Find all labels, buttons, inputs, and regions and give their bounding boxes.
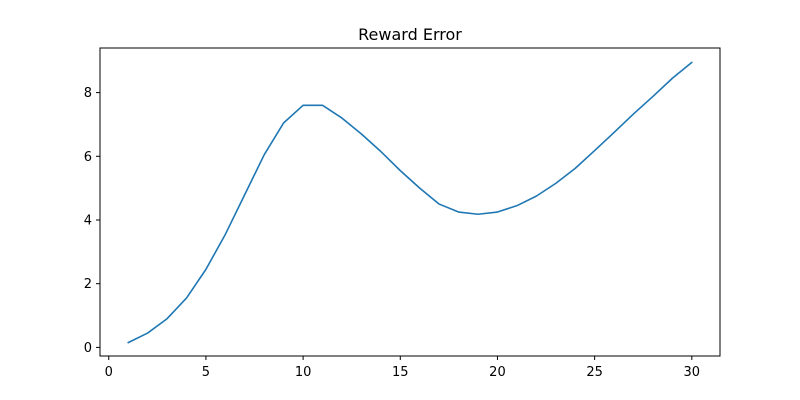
- x-axis-ticks: 0 5 10 15 20 25 30: [105, 356, 700, 380]
- x-tick-label: 15: [392, 365, 409, 380]
- y-tick-label: 2: [84, 277, 92, 292]
- y-axis-ticks: 0 2 4 6 8: [84, 86, 100, 356]
- y-tick-label: 4: [84, 213, 92, 228]
- x-tick-label: 0: [105, 365, 113, 380]
- y-tick-label: 8: [84, 86, 92, 101]
- x-tick-label: 5: [202, 365, 210, 380]
- axes-frame: [99, 47, 721, 357]
- y-tick-label: 0: [84, 341, 92, 356]
- x-tick-label: 20: [489, 365, 506, 380]
- x-tick-label: 10: [295, 365, 312, 380]
- chart-title: Reward Error: [358, 25, 462, 44]
- y-tick-label: 6: [84, 150, 92, 165]
- plot-area: [127, 61, 693, 344]
- x-tick-label: 30: [684, 365, 701, 380]
- series-line-0: [127, 61, 693, 344]
- x-tick-label: 25: [586, 365, 603, 380]
